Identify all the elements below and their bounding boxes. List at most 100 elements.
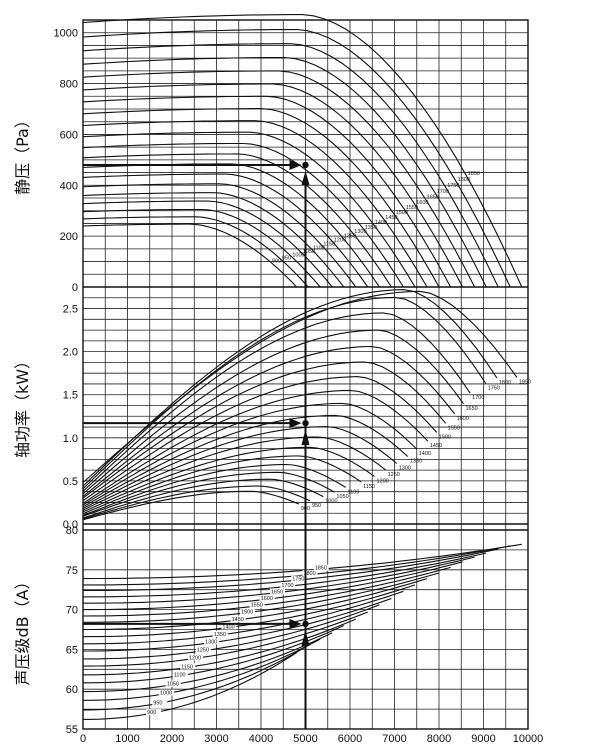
sound-curve-1750 <box>83 548 499 592</box>
power-curve-1700 <box>82 312 471 492</box>
sound-curve-label: 1250 <box>197 648 209 654</box>
sound-curve-label: 1850 <box>315 566 327 572</box>
sound-curves <box>82 543 522 720</box>
sound-tick-label: 80 <box>66 525 78 537</box>
power-curve-1800 <box>82 289 498 487</box>
power-curve-label: 1400 <box>419 451 431 457</box>
power-curve-label: 1200 <box>376 478 388 484</box>
sound-curve-label-bg <box>240 608 256 615</box>
power-curve-1100 <box>82 463 346 516</box>
pressure-curve-900 <box>82 223 297 288</box>
pressure-curve-label: 1500 <box>396 210 408 216</box>
power-curve-1050 <box>82 471 335 517</box>
power-curve-label: 1100 <box>348 489 360 495</box>
pressure-curve-label: 1300 <box>354 229 366 235</box>
power-curve-1850 <box>82 290 518 484</box>
power-curve-label: 1750 <box>488 385 500 391</box>
sound-curve-1050 <box>83 632 333 693</box>
sound-curve-label-bg <box>180 663 196 670</box>
power-axis-label: 轴功率（kW） <box>13 353 32 458</box>
pressure-vertical-arrow <box>301 170 310 185</box>
x-tick-label: 7000 <box>382 733 406 745</box>
power-curve-label: 1250 <box>388 472 400 478</box>
power-curves <box>82 289 518 521</box>
pressure-curve-1650 <box>82 70 476 288</box>
power-curve-1200 <box>82 446 375 513</box>
sound-curve-label-bg <box>212 630 228 637</box>
power-tick-label: 0.5 <box>63 476 78 488</box>
pressure-curve-1800 <box>82 28 511 288</box>
power-curve-1450 <box>82 389 429 504</box>
sound-curve-label: 1800 <box>303 571 315 577</box>
sound-curve-label: 1550 <box>251 603 263 609</box>
pressure-axis-label: 静压（Pa） <box>13 112 32 195</box>
power-curve-label: 1600 <box>457 416 469 422</box>
sound-tick-label: 55 <box>66 724 78 736</box>
sound-curve-label: 1500 <box>241 609 253 615</box>
sound-curve-label-bg <box>259 594 275 601</box>
pressure-curve-label: 1450 <box>385 215 397 221</box>
x-tick-label: 2000 <box>160 733 184 745</box>
pressure-curve-label: 1250 <box>344 233 356 239</box>
sound-curve-label: 1150 <box>181 664 193 670</box>
x-tick-label: 5000 <box>293 733 317 745</box>
power-curve-label: 1450 <box>430 443 442 449</box>
sound-curve-label-bg <box>204 638 220 645</box>
sound-curve-1000 <box>83 638 321 701</box>
power-tick-label: 1.0 <box>63 433 78 445</box>
pressure-curve-1100 <box>82 192 345 288</box>
sound-tick-label: 60 <box>66 684 78 696</box>
pressure-curve-1600 <box>82 83 464 288</box>
power-curve-label: 1000 <box>325 499 337 505</box>
pressure-tick-label: 200 <box>60 231 78 243</box>
power-curve-1750 <box>82 296 487 490</box>
pressure-curve-1200 <box>82 173 369 288</box>
pressure-curve-1350 <box>82 142 404 288</box>
pressure-curve-950 <box>82 216 309 288</box>
pressure-curve-label: 1650 <box>427 194 439 200</box>
x-tick-label: 3000 <box>204 733 228 745</box>
pressure-tick-label: 400 <box>60 180 78 192</box>
pressure-curve-label: 1800 <box>458 177 470 183</box>
sound-curve-label-bg <box>195 646 211 653</box>
power-curve-1000 <box>82 478 324 519</box>
sound-curve-1250 <box>82 604 380 660</box>
power-curve-1650 <box>82 329 464 495</box>
sound-curve-label-bg <box>152 699 168 706</box>
pressure-curve-1000 <box>82 208 321 288</box>
pressure-tick-label: 800 <box>60 79 78 91</box>
power-curve-label: 1150 <box>363 484 375 490</box>
sound-curve-label: 1100 <box>174 673 186 679</box>
power-curve-label: 1550 <box>448 425 460 431</box>
power-curve-1250 <box>82 436 386 511</box>
power-curve-1550 <box>82 361 447 499</box>
sound-curve-label-bg <box>313 564 329 571</box>
sound-curve-label-bg <box>302 570 318 577</box>
sound-curve-1500 <box>83 572 440 623</box>
pressure-curve-1850 <box>82 14 523 288</box>
sound-curve-label-bg <box>158 689 174 696</box>
power-tick-label: 2.5 <box>63 304 78 316</box>
x-tick-label: 8000 <box>427 733 451 745</box>
pressure-curve-label: 1750 <box>447 183 459 189</box>
sound-curve-label: 1750 <box>292 577 304 583</box>
sound-curve-label-bg <box>221 623 237 630</box>
x-tick-label: 6000 <box>338 733 362 745</box>
pressure-curve-1400 <box>82 131 416 288</box>
x-tick-label: 0 <box>80 733 86 745</box>
sound-curve-1350 <box>83 590 404 645</box>
sound-curve-950 <box>83 644 309 711</box>
grid <box>82 20 529 729</box>
power-curve-1350 <box>82 414 409 508</box>
sound-tick-label: 75 <box>66 565 78 577</box>
sound-axis-label: 声压级dB（A） <box>13 573 32 685</box>
power-curve-label: 950 <box>312 503 321 509</box>
pressure-operating-point <box>302 161 309 169</box>
sound-curve-label: 900 <box>147 710 156 716</box>
power-curve-label: 1050 <box>336 494 348 500</box>
pressure-curve-1750 <box>82 43 499 288</box>
pressure-curve-label: 1000 <box>292 252 304 258</box>
power-curve-label: 1650 <box>465 406 477 412</box>
